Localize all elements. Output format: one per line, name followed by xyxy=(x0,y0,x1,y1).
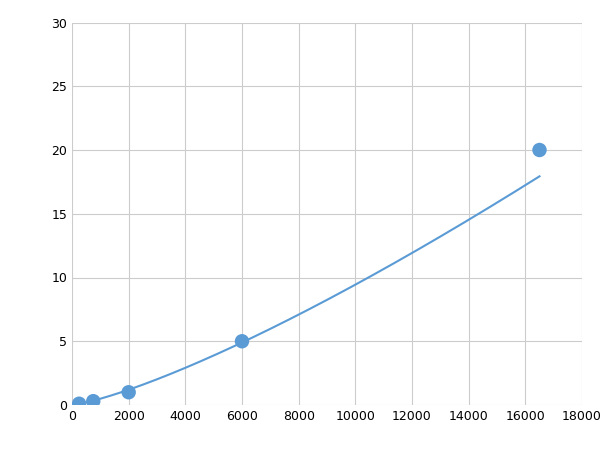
Point xyxy=(88,398,98,405)
Point xyxy=(535,146,544,153)
Point xyxy=(237,338,247,345)
Point xyxy=(74,400,84,407)
Point xyxy=(124,389,133,396)
